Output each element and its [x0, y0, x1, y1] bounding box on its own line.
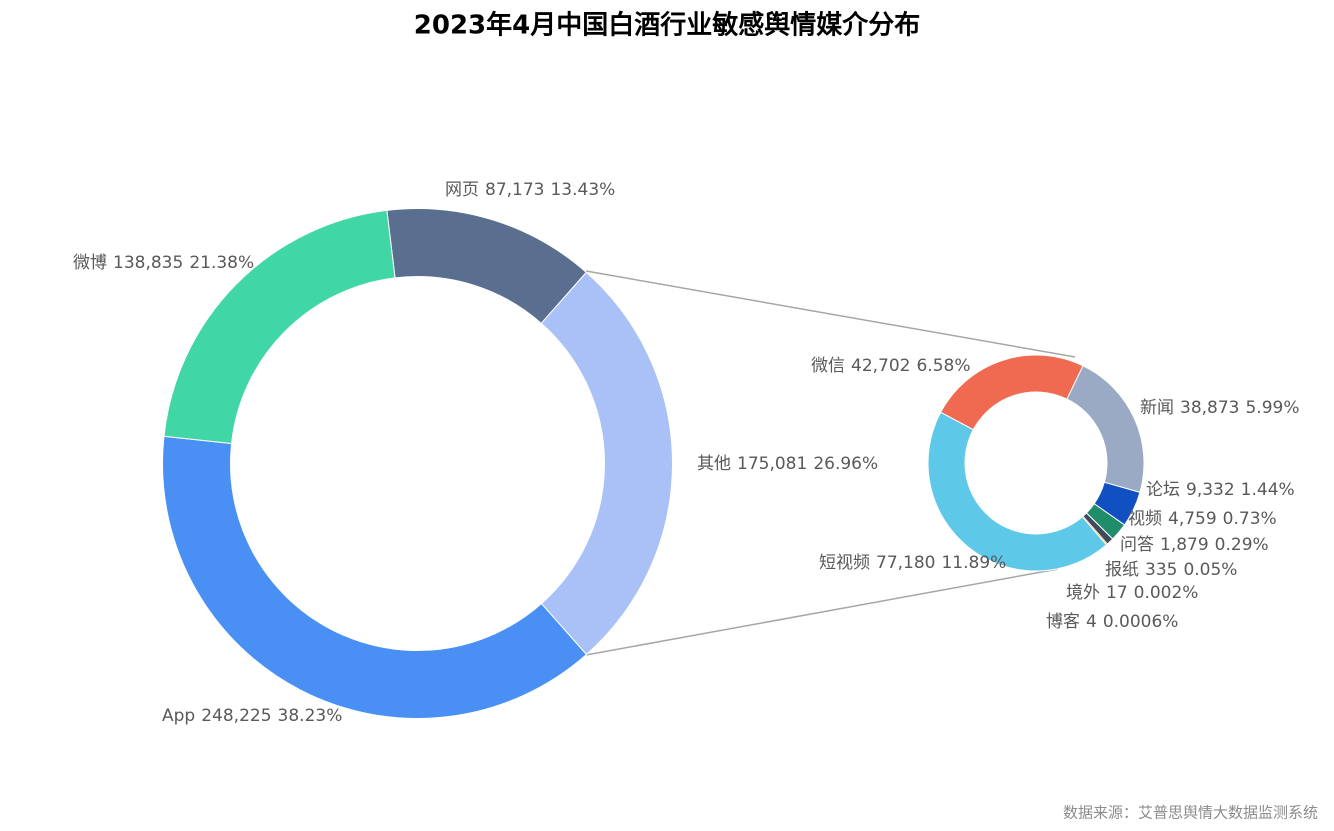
percent-label: 0.002%: [1134, 583, 1199, 603]
value-label: 335: [1145, 560, 1177, 580]
data-label: 网页 87,173 13.43%: [445, 180, 615, 200]
connector-line: [585, 270, 1076, 358]
category-label: 视频: [1128, 509, 1162, 529]
value-label: 77,180: [876, 553, 935, 573]
percent-label: 13.43%: [550, 180, 615, 200]
data-label: 博客 4 0.0006%: [1046, 612, 1178, 632]
category-label: 新闻: [1140, 398, 1174, 418]
percent-label: 11.89%: [941, 553, 1006, 573]
data-label: 论坛 9,332 1.44%: [1146, 480, 1295, 500]
category-label: App: [162, 706, 195, 726]
percent-label: 0.29%: [1215, 535, 1269, 555]
category-label: 网页: [445, 180, 479, 200]
data-label: 新闻 38,873 5.99%: [1140, 398, 1300, 418]
value-label: 87,173: [485, 180, 544, 200]
donut-segment: [540, 271, 673, 656]
percent-label: 1.44%: [1241, 480, 1295, 500]
category-label: 博客: [1046, 612, 1080, 632]
percent-label: 6.58%: [916, 356, 970, 376]
category-label: 报纸: [1105, 560, 1139, 580]
chart-title: 2023年4月中国白酒行业敏感舆情媒介分布: [414, 10, 920, 41]
connector-line: [585, 568, 1059, 656]
value-label: 4,759: [1168, 509, 1217, 529]
data-label: 视频 4,759 0.73%: [1128, 509, 1277, 529]
category-label: 微博: [73, 253, 107, 273]
category-label: 其他: [697, 454, 731, 474]
value-label: 9,332: [1186, 480, 1235, 500]
donut-segment: [1066, 365, 1145, 493]
percent-label: 0.73%: [1223, 509, 1277, 529]
data-label: 报纸 335 0.05%: [1105, 560, 1237, 580]
data-label: 其他 175,081 26.96%: [697, 454, 878, 474]
percent-label: 26.96%: [813, 454, 878, 474]
donut-segment: [162, 435, 588, 719]
data-label: 微博 138,835 21.38%: [73, 253, 254, 273]
data-label: 短视频 77,180 11.89%: [819, 553, 1006, 573]
percent-label: 5.99%: [1245, 398, 1299, 418]
percent-label: 0.05%: [1183, 560, 1237, 580]
data-label: App 248,225 38.23%: [162, 706, 342, 726]
percent-label: 21.38%: [189, 253, 254, 273]
percent-label: 0.0006%: [1103, 612, 1179, 632]
category-label: 境外: [1066, 583, 1100, 603]
value-label: 42,702: [851, 356, 910, 376]
data-label: 境外 17 0.002%: [1066, 583, 1198, 603]
percent-label: 38.23%: [278, 706, 343, 726]
value-label: 38,873: [1180, 398, 1239, 418]
value-label: 4: [1086, 612, 1097, 632]
value-label: 1,879: [1160, 535, 1209, 555]
value-label: 17: [1106, 583, 1128, 603]
value-label: 175,081: [737, 454, 807, 474]
data-label: 微信 42,702 6.58%: [811, 356, 971, 376]
data-label: 问答 1,879 0.29%: [1120, 535, 1269, 555]
value-label: 138,835: [113, 253, 183, 273]
category-label: 问答: [1120, 535, 1154, 555]
source-note: 数据来源：艾普思舆情大数据监测系统: [1063, 804, 1318, 822]
category-label: 短视频: [819, 553, 870, 573]
value-label: 248,225: [201, 706, 271, 726]
donut-segment: [163, 209, 396, 445]
donut-segment: [927, 411, 1108, 572]
category-label: 微信: [811, 356, 845, 376]
category-label: 论坛: [1146, 480, 1180, 500]
